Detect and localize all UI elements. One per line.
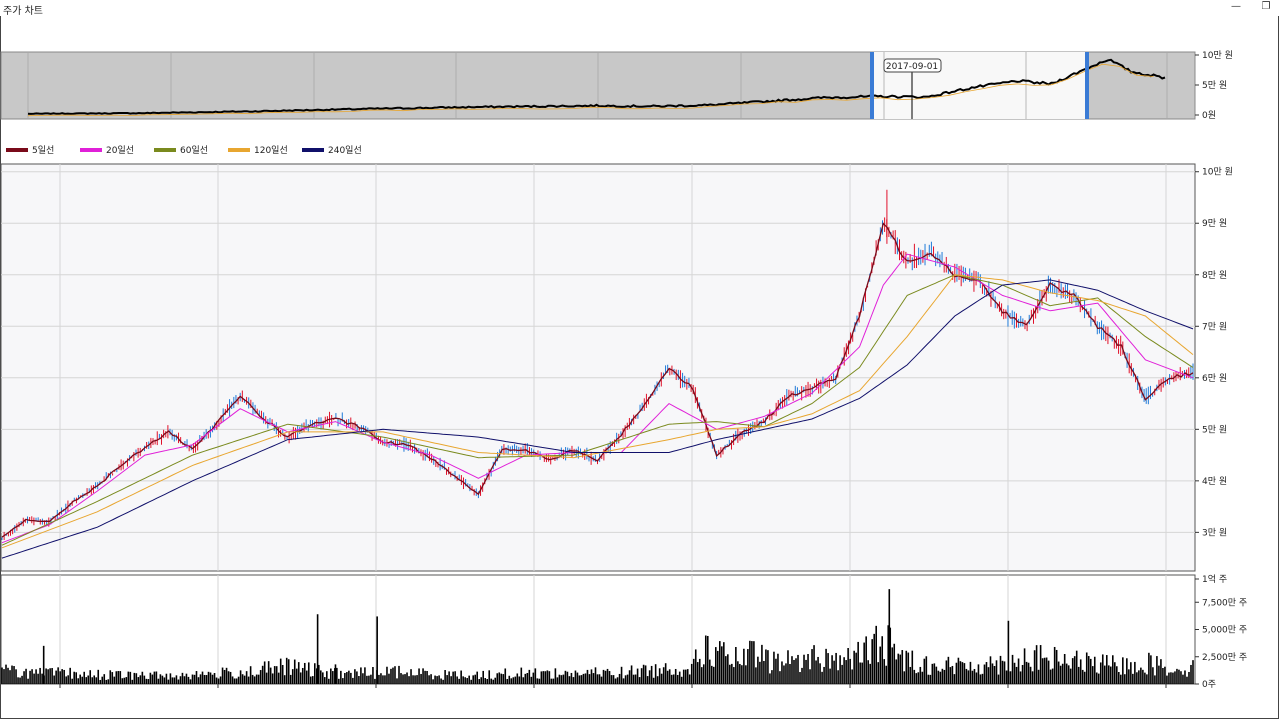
minimize-button[interactable]: — (1231, 1, 1241, 12)
navigator-y-tick-label: 10만 원 (1202, 50, 1233, 61)
legend-label: 5일선 (32, 146, 55, 156)
volume-y-tick-label: 2,500만 주 (1202, 652, 1247, 663)
navigator-y-tick-label: 5만 원 (1202, 80, 1227, 91)
ma-line-5일선 (1, 222, 1194, 538)
price-y-tick-label: 6만 원 (1202, 373, 1227, 384)
legend-label: 60일선 (180, 146, 209, 156)
volume-y-tick-label: 0주 (1202, 679, 1216, 690)
navigator-right-handle[interactable] (1085, 52, 1089, 119)
ma-line-240일선 (1, 279, 1194, 559)
price-y-tick-label: 8만 원 (1202, 270, 1227, 281)
price-y-tick-label: 5만 원 (1202, 424, 1227, 435)
volume-bars (1, 589, 1194, 684)
title-bar: 주가 차트 — ❐ (0, 0, 1280, 17)
price-plot-area (0, 163, 1196, 572)
ma-line-60일선 (1, 274, 1194, 546)
legend-item[interactable]: 240일선 (298, 142, 370, 158)
volume-y-tick-label: 7,500만 주 (1202, 597, 1247, 608)
navigator-y-tick-label: 0원 (1202, 110, 1216, 121)
price-y-tick-label: 10만 원 (1202, 167, 1233, 178)
legend-item[interactable]: 120일선 (224, 142, 296, 158)
restore-button[interactable]: ❐ (1261, 1, 1271, 12)
price-y-tick-label: 7만 원 (1202, 321, 1227, 332)
navigator-date-tooltip (883, 58, 942, 73)
price-y-tick-label: 9만 원 (1202, 218, 1227, 229)
legend-swatch (6, 148, 28, 152)
legend-swatch (302, 148, 324, 152)
navigator-ma-line (27, 63, 1154, 117)
legend-item[interactable]: 20일선 (76, 142, 148, 158)
volume-y-tick-label: 5,000만 주 (1202, 625, 1247, 636)
legend-swatch (80, 148, 102, 152)
legend-label: 20일선 (106, 146, 135, 156)
legend-label: 120일선 (254, 146, 288, 156)
price-y-tick-label: 4만 원 (1202, 476, 1227, 487)
price-y-tick-label: 3만 원 (1202, 527, 1227, 538)
legend-label: 240일선 (328, 146, 362, 156)
window-title: 주가 차트 (3, 6, 43, 17)
navigator-date-tooltip-text: 2017-09-01 (886, 62, 938, 72)
legend-swatch (154, 148, 176, 152)
navigator-left-handle[interactable] (870, 52, 874, 119)
volume-y-tick-label: 1억 주 (1202, 573, 1227, 585)
legend-swatch (228, 148, 250, 152)
legend-item[interactable]: 60일선 (150, 142, 222, 158)
navigator-price-line (27, 58, 1166, 115)
ma-line-120일선 (1, 274, 1194, 549)
legend-item[interactable]: 5일선 (2, 142, 74, 158)
